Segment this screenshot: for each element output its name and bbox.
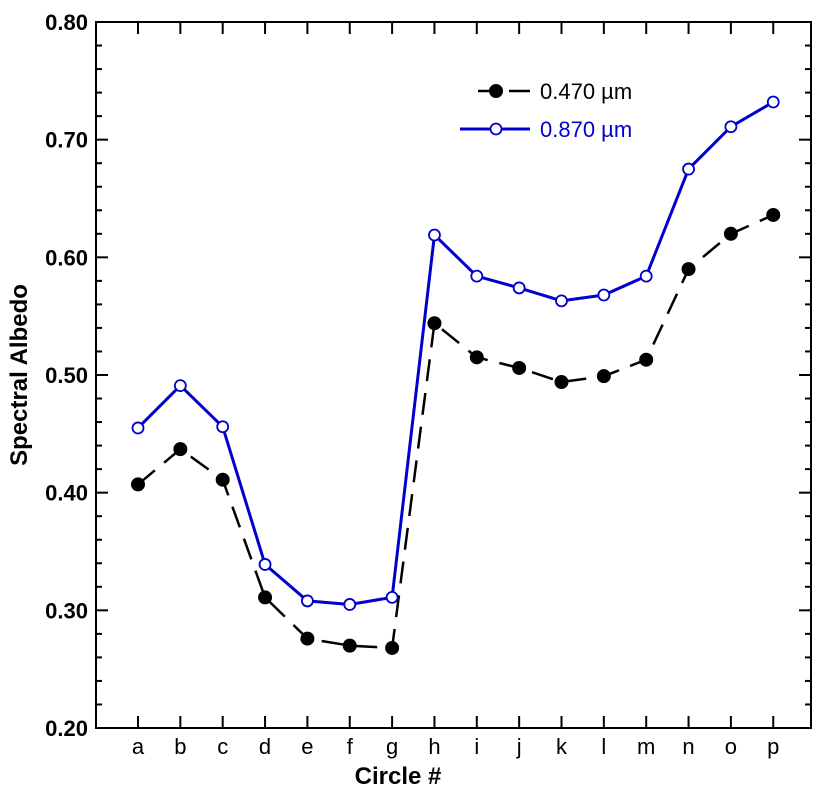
x-tick-label: g	[386, 734, 398, 759]
y-tick-label: 0.80	[45, 10, 88, 35]
x-axis-title: Circle #	[355, 763, 442, 790]
series-2-point	[682, 162, 695, 176]
series-1-point	[766, 207, 781, 222]
series-1-point	[469, 350, 484, 365]
legend: 0.470 µm 0.870 µm	[460, 79, 632, 142]
series-2-point	[766, 95, 780, 109]
y-tick-label: 0.40	[45, 481, 88, 506]
y-tick-label: 0.70	[45, 128, 88, 153]
x-tick-label: j	[516, 734, 522, 759]
series-1-point	[723, 226, 738, 241]
series-1-point	[554, 375, 569, 390]
series-1-point	[342, 638, 357, 653]
series-2-point	[131, 421, 145, 435]
legend-label-1: 0.470 µm	[540, 79, 632, 104]
legend-marker-2	[489, 122, 503, 136]
x-tick-label: e	[301, 734, 313, 759]
x-tick-label: o	[725, 734, 737, 759]
x-tick-label: c	[217, 734, 228, 759]
y-tick-label: 0.50	[45, 363, 88, 388]
series-1-point	[258, 590, 273, 605]
x-tick-label: m	[637, 734, 655, 759]
series-1-point	[512, 360, 527, 375]
series-2-point	[639, 269, 653, 283]
series-1-point	[385, 640, 400, 655]
series-2-point	[512, 281, 526, 295]
series-2-point	[555, 294, 568, 308]
series-1-point	[173, 442, 188, 457]
x-tick-label: n	[682, 734, 694, 759]
x-tick-label: d	[259, 734, 271, 759]
series-1-point	[131, 477, 145, 492]
x-axis-ticks: a b c d e f g h i j k l m n o p	[132, 22, 779, 759]
series-1-point	[596, 369, 611, 384]
series-2-point	[428, 228, 441, 242]
series-2-point	[300, 594, 314, 608]
series-2-point	[173, 379, 187, 392]
series-2-point	[385, 590, 399, 604]
series-line-2	[136, 100, 775, 606]
series-2-point	[597, 288, 611, 302]
series-2-point	[216, 420, 230, 434]
y-axis-title: Spectral Albedo	[6, 284, 33, 466]
legend-marker-1	[489, 84, 503, 98]
x-tick-label: i	[474, 734, 479, 759]
legend-label-2: 0.870 µm	[540, 117, 632, 142]
series-1-point	[300, 631, 315, 646]
y-axis-ticks: 0.20 0.30 0.40 0.50 0.60 0.70 0.80	[45, 10, 811, 741]
series-layer	[131, 95, 781, 655]
series-1-point	[215, 472, 230, 487]
series-line-1	[137, 213, 774, 650]
x-tick-label: f	[347, 734, 354, 759]
x-tick-label: a	[132, 734, 145, 759]
series-1-point	[681, 262, 696, 277]
series-1-point	[639, 352, 654, 367]
series-2-point	[470, 269, 484, 283]
series-2-point	[724, 120, 738, 134]
y-tick-label: 0.60	[45, 245, 88, 270]
x-tick-label: l	[601, 734, 606, 759]
plot-frame	[95, 21, 812, 729]
y-tick-label: 0.20	[45, 716, 88, 741]
series-2-point	[343, 598, 357, 611]
x-tick-label: h	[428, 734, 440, 759]
series-2-point	[258, 558, 272, 571]
series-1-point	[427, 316, 442, 331]
x-tick-label: b	[174, 734, 186, 759]
x-tick-label: k	[556, 734, 568, 759]
y-tick-label: 0.30	[45, 598, 88, 623]
x-tick-label: p	[767, 734, 779, 759]
